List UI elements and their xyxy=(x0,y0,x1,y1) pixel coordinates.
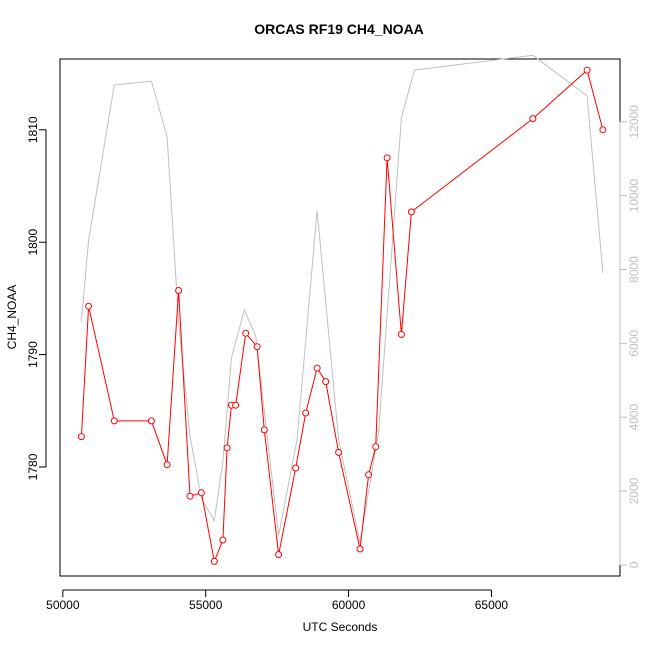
series-1-point xyxy=(322,378,330,386)
y2-tick-label: 0 xyxy=(627,561,641,568)
series-1-point xyxy=(275,551,283,559)
series-1-point xyxy=(223,444,231,452)
y-tick-label: 1800 xyxy=(26,229,40,256)
y2-tick-label: 4000 xyxy=(627,404,641,431)
series-1-point xyxy=(253,343,261,351)
x-axis-title: UTC Seconds xyxy=(303,620,378,634)
series-1-point xyxy=(529,115,537,123)
series-1-point xyxy=(356,545,364,553)
y-tick-label: 1780 xyxy=(26,453,40,480)
series-1-point xyxy=(260,426,268,434)
series-1-point xyxy=(219,536,227,544)
series-1-point xyxy=(163,461,171,469)
series-1-point xyxy=(147,417,155,425)
series-1-point xyxy=(407,208,415,216)
series-1-point xyxy=(210,557,218,565)
series-2-line xyxy=(80,54,604,543)
series-1-point xyxy=(85,302,93,310)
series-1-point xyxy=(372,443,380,451)
series-1-point xyxy=(186,492,194,500)
plot-frame xyxy=(59,58,621,577)
y-axis-left: 1780 1790 1800 1810 xyxy=(26,116,47,480)
x-tick-label: 50000 xyxy=(46,598,80,612)
series-1-point xyxy=(197,489,205,497)
y2-tick-label: 12000 xyxy=(627,105,641,139)
y-tick-label: 1810 xyxy=(26,116,40,143)
series-1-group xyxy=(77,66,607,565)
y2-tick-label: 6000 xyxy=(627,330,641,357)
series-1-point xyxy=(232,401,240,409)
series-1-point xyxy=(175,287,183,294)
series-1-point xyxy=(397,330,405,338)
y-axis-title: CH4_NOAA xyxy=(5,285,19,350)
series-1-point xyxy=(583,66,591,74)
y-tick-label: 1790 xyxy=(26,341,40,368)
y-axis-right: 0 2000 4000 6000 8000 10000 12000 xyxy=(619,105,641,568)
y2-tick-label: 10000 xyxy=(627,179,641,213)
series-1-point xyxy=(365,471,373,479)
series-1-point xyxy=(77,433,85,441)
series-2-group xyxy=(80,54,604,543)
series-1-point xyxy=(383,154,391,162)
y2-tick-label: 8000 xyxy=(627,256,641,283)
series-1-point xyxy=(313,364,321,372)
x-tick-label: 55000 xyxy=(189,598,223,612)
series-1-point xyxy=(292,464,300,472)
x-tick-label: 60000 xyxy=(332,598,366,612)
series-1-point xyxy=(110,417,118,425)
x-axis: 50000 55000 60000 65000 xyxy=(46,589,509,612)
y2-tick-label: 2000 xyxy=(627,477,641,504)
series-1-point xyxy=(335,448,343,456)
chart-title: ORCAS RF19 CH4_NOAA xyxy=(254,21,424,37)
series-1-point xyxy=(302,409,310,417)
series-1-line xyxy=(80,69,604,564)
series-1-point xyxy=(599,126,607,134)
series-1-point xyxy=(242,329,250,337)
x-tick-label: 65000 xyxy=(475,598,509,612)
